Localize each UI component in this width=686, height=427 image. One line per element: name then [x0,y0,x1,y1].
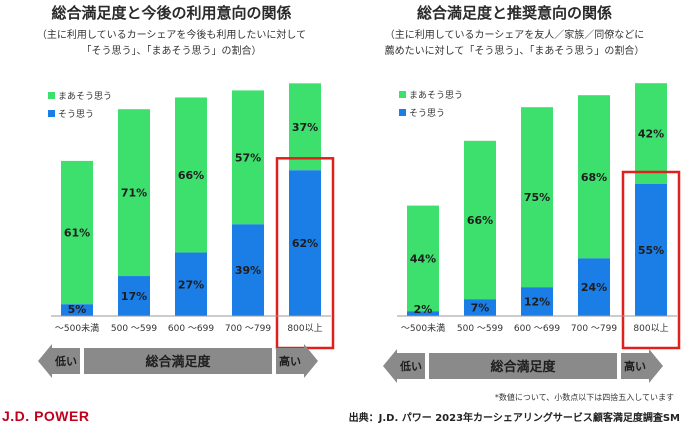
chart-panel-recommend: 総合満足度と推奨意向の関係 （主に利用しているカーシェアを友人／家族／同僚などに… [343,0,686,392]
chart-subtitle-line-1: （主に利用しているカーシェアを今後も利用したいに対して [36,30,307,41]
bar-segment-sou [61,304,93,316]
data-label-maa: 57% [235,151,261,164]
axis-low-label: 低い [54,354,77,368]
arrow-right-head [649,349,663,383]
axis-band-label: 総合満足度 [490,359,556,375]
axis-high-label: 高い [624,359,646,373]
axis-band [84,348,272,374]
legend-label-sou: そう思う [409,109,446,119]
source-citation: 出典：J.D. パワー 2023年カーシェアリングサービス顧客満足度調査SM [348,413,680,424]
data-label-maa: 42% [638,128,664,141]
chart-title: 総合満足度と推奨意向の関係 [416,4,612,22]
category-tick-label: 600 ～699 [168,324,214,334]
rounding-note: *数値について、小数点以下は四捨五入しています [494,393,674,402]
arrow-left-head [383,349,397,383]
arrow-high-segment [621,353,649,379]
bar-segment-maa [521,107,553,288]
legend-item-sou: そう思う [48,107,94,120]
bar-segment-sou [289,170,321,316]
legend-swatch-sou [48,110,55,117]
category-tick-label: 500 ～599 [111,324,157,334]
axis-high-label: 高い [279,354,301,368]
bar-segment-maa [118,109,150,277]
arrow-right-head [304,344,318,378]
bar-segment-maa [61,160,93,305]
legend-item-maa: まあそう思う [399,88,463,101]
bar-segment-sou [407,311,439,316]
bar-segment-maa [232,90,264,225]
data-label-sou: 5% [68,303,87,316]
legend-swatch-maa [399,91,406,98]
data-label-maa: 61% [64,227,90,240]
bar-segment-sou [578,258,610,316]
legend-label-maa: まあそう思う [58,92,113,102]
chart-subtitle-line-2: 薦めたいに対して「そう思う」、「まあそう思う」の割合） [384,46,645,57]
bar-segment-maa [464,140,496,300]
legend-label-maa: まあそう思う [409,91,464,101]
bar-segment-sou [464,299,496,316]
legend-item-maa: まあそう思う [48,89,112,102]
category-tick-label: 700 ～799 [571,324,617,334]
bar-segment-maa [578,95,610,259]
data-label-maa: 68% [581,171,607,184]
arrow-high-segment [276,348,304,374]
bar-segment-sou [635,184,667,316]
data-label-maa: 75% [524,191,550,204]
chart-title: 総合満足度と今後の利用意向の関係 [51,4,292,22]
bar-segment-maa [175,97,207,253]
category-tick-label: 600 ～699 [514,324,560,334]
data-label-sou: 55% [638,244,664,257]
category-tick-label: 800以上 [633,323,668,334]
data-label-sou: 17% [121,290,147,303]
jd-power-logo: J.D. POWER [2,408,90,424]
bar-segment-sou [118,276,150,316]
arrow-low-segment [397,353,425,379]
category-tick-label: ～500未満 [401,322,445,334]
highlight-box [621,170,681,350]
data-label-sou: 39% [235,264,261,277]
axis-band-label: 総合満足度 [145,354,211,370]
data-label-sou: 2% [414,303,433,316]
data-label-sou: 7% [471,302,490,315]
data-label-maa: 37% [292,121,318,134]
bar-segment-maa [635,83,667,184]
stacked-bar-chart-usage: 61% 5% ～500未満 71% 17% 500 ～599 66% 27% 600 ～699 5… [38,83,335,378]
legend-item-sou: そう思う [399,106,445,119]
legend-swatch-sou [399,109,406,116]
data-label-maa: 71% [121,187,147,200]
data-label-maa: 66% [467,214,493,227]
chart-subtitle-line-1: （主に利用しているカーシェアを友人／家族／同僚などに [384,30,645,41]
data-label-sou: 27% [178,278,204,291]
data-label-sou: 12% [524,296,550,309]
bar-segment-sou [175,252,207,316]
chart-panel-usage: 総合満足度と今後の利用意向の関係 （主に利用しているカーシェアを今後も利用したい… [0,0,343,392]
category-tick-label: ～500未満 [55,322,99,334]
bar-segment-maa [407,205,439,312]
arrow-low-segment [52,348,80,374]
axis-low-label: 低い [399,359,422,373]
legend-swatch-maa [48,92,55,99]
stacked-bar-chart-recommend: 44% 2% ～500未満 66% 7% 500 ～599 75% 12% 600 ～699 68… [383,83,681,383]
bar-segment-sou [232,224,264,316]
data-label-sou: 62% [292,237,318,250]
category-tick-label: 800以上 [287,323,322,334]
category-tick-label: 500 ～599 [457,324,503,334]
legend-label-sou: そう思う [58,110,95,120]
bar-segment-maa [289,83,321,171]
category-tick-label: 700 ～799 [225,324,271,334]
data-label-maa: 44% [410,252,436,265]
data-label-sou: 24% [581,281,607,294]
bar-segment-sou [521,287,553,316]
axis-band [429,353,617,379]
arrow-left-head [38,344,52,378]
chart-subtitle-line-2: 「そう思う」、「まあそう思う」の割合） [81,46,262,57]
data-label-maa: 66% [178,169,204,182]
